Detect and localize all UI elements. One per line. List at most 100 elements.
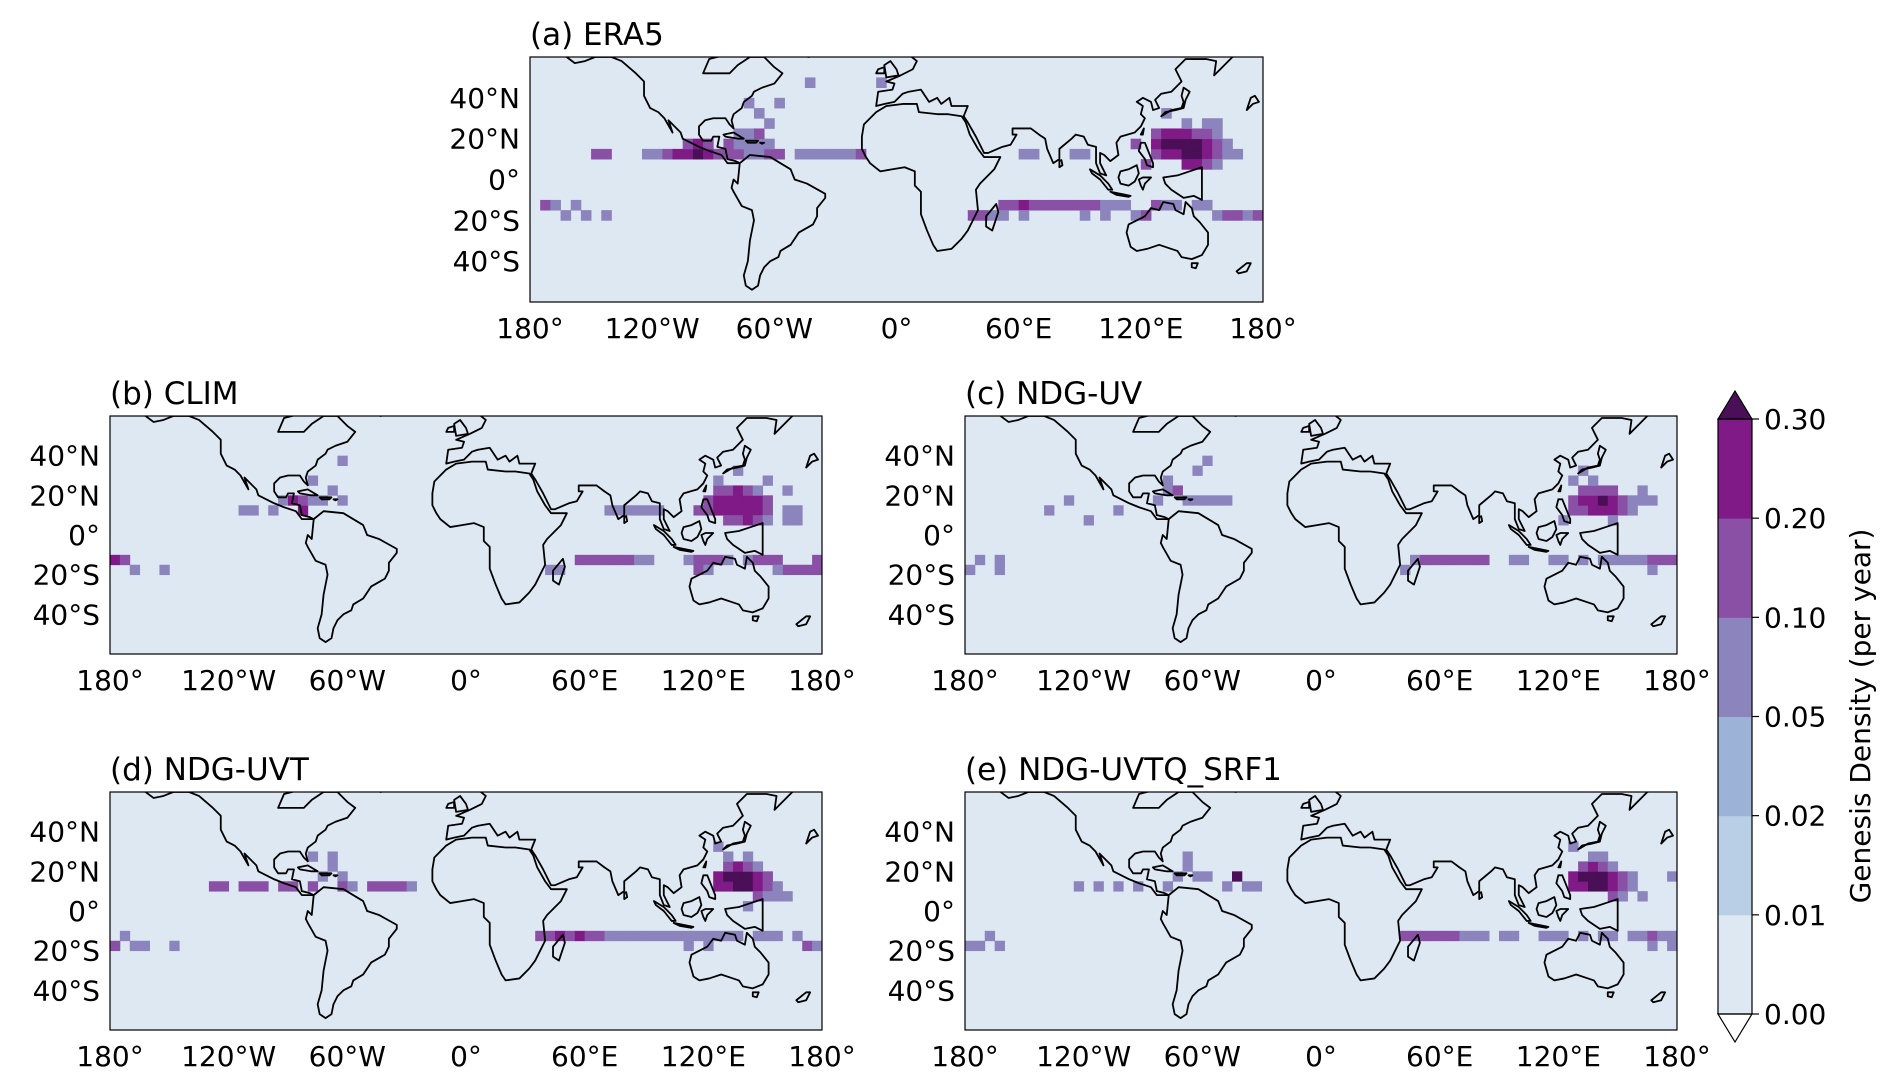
panel-title: (b) CLIM: [110, 376, 239, 412]
genesis-density-cell: [1172, 871, 1183, 882]
colorbar-tick-label: 0.30: [1764, 403, 1826, 436]
map-background: [965, 416, 1677, 654]
genesis-density-cell: [1568, 505, 1579, 516]
genesis-density-cell: [327, 861, 338, 872]
genesis-density-cell: [792, 930, 803, 942]
genesis-density-cell: [1241, 881, 1253, 892]
genesis-density-cell: [742, 851, 754, 862]
genesis-density-cell: [307, 881, 319, 892]
genesis-density-cell: [792, 564, 803, 576]
genesis-density-cell: [1588, 485, 1599, 496]
genesis-density-cell: [713, 930, 724, 942]
genesis-density-cell: [1008, 199, 1020, 211]
genesis-density-cell: [1192, 495, 1203, 506]
genesis-density-cell: [1171, 148, 1182, 160]
lat-tick-label: 20°N: [29, 479, 100, 512]
genesis-density-cell: [733, 881, 744, 892]
genesis-density-cell: [774, 148, 785, 160]
genesis-density-cell: [307, 475, 319, 486]
colorbar: 0.00 0.01 0.02 0.05 0.10 0.20 0.30 Genesis Den…: [1716, 389, 1877, 1044]
genesis-density-cell: [1212, 138, 1223, 150]
genesis-density-cell: [1181, 138, 1193, 150]
colorbar-tick-label: 0.02: [1764, 800, 1826, 833]
genesis-density-cell: [752, 495, 764, 506]
genesis-density-cell: [672, 148, 684, 160]
genesis-density-cell: [772, 891, 783, 902]
colorbar-segment: [1718, 914, 1752, 1015]
genesis-density-cell: [1459, 930, 1470, 942]
lat-tick-label: 40°N: [29, 440, 100, 473]
genesis-density-cell: [396, 881, 408, 892]
genesis-density-cell: [713, 495, 724, 506]
genesis-density-cell: [1151, 138, 1162, 150]
genesis-density-cell: [1151, 199, 1162, 211]
genesis-density-cell: [723, 861, 734, 872]
genesis-density-cell: [601, 148, 612, 160]
genesis-density-cell: [1222, 210, 1233, 221]
lon-tick-label: 0°: [450, 664, 482, 697]
genesis-density-cell: [1627, 495, 1638, 506]
genesis-density-cell: [1410, 930, 1421, 942]
genesis-density-cell: [742, 515, 754, 526]
lon-tick-label: 60°W: [1164, 664, 1241, 697]
genesis-density-cell: [1232, 148, 1244, 160]
lat-tick-label: 40°S: [33, 598, 100, 631]
lon-tick-label: 120°W: [1036, 1040, 1131, 1073]
genesis-density-cell: [743, 148, 755, 160]
genesis-density-cell: [1083, 515, 1094, 526]
genesis-density-cell: [1597, 930, 1609, 942]
genesis-density-cell: [218, 881, 230, 892]
genesis-density-cell: [1607, 930, 1619, 942]
genesis-density-cell: [1597, 505, 1609, 516]
genesis-density-cell: [119, 930, 131, 942]
lon-tick-label: 180°: [1229, 312, 1296, 345]
genesis-density-cell: [1028, 148, 1040, 160]
genesis-density-cell: [1627, 930, 1638, 942]
genesis-density-cell: [1202, 455, 1213, 466]
map-panel-e: (e) NDG-UVTQ_SRF1 40°N 20°N 0° 20°S 40°S 180° 1…: [884, 752, 1710, 1073]
lon-tick-label: 180°: [931, 664, 998, 697]
genesis-density-cell: [580, 210, 592, 221]
genesis-density-cell: [1049, 199, 1060, 211]
genesis-density-cell: [584, 930, 595, 942]
genesis-density-cell: [1597, 871, 1609, 882]
lat-tick-label: 40°S: [453, 245, 520, 278]
genesis-density-cell: [743, 128, 755, 140]
map-panel-d: (d) NDG-UVT 40°N 20°N 0° 20°S 40°S 180° 120°W 60…: [29, 752, 855, 1073]
lat-tick-label: 40°N: [884, 816, 955, 849]
genesis-density-cell: [634, 505, 645, 516]
genesis-density-cell: [1182, 851, 1193, 862]
genesis-density-cell: [782, 505, 793, 516]
colorbar-tick-label: 0.20: [1764, 502, 1826, 535]
genesis-density-cell: [845, 148, 857, 160]
genesis-density-cell: [974, 554, 986, 566]
lat-tick-label: 40°S: [888, 974, 955, 1007]
genesis-density-cell: [723, 515, 734, 526]
genesis-density-cell: [713, 475, 724, 486]
lat-tick-label: 20°S: [888, 559, 955, 592]
genesis-density-cell: [1439, 930, 1450, 942]
genesis-density-cell: [1588, 505, 1599, 516]
genesis-density-cell: [278, 881, 289, 892]
genesis-density-cell: [604, 554, 615, 566]
lat-tick-label: 20°S: [453, 204, 520, 237]
genesis-density-cell: [258, 881, 269, 892]
genesis-density-cell: [1607, 891, 1619, 902]
genesis-density-cell: [1222, 148, 1233, 160]
genesis-density-cell: [764, 118, 775, 129]
genesis-density-cell: [682, 148, 694, 160]
genesis-density-cell: [762, 930, 773, 942]
genesis-density-cell: [1508, 554, 1520, 566]
genesis-density-cell: [1588, 495, 1599, 506]
genesis-density-cell: [855, 148, 867, 160]
genesis-density-cell: [723, 930, 734, 942]
panel-title: (a) ERA5: [530, 17, 664, 53]
genesis-density-cell: [614, 505, 625, 516]
genesis-density-cell: [1647, 940, 1658, 952]
genesis-density-cell: [119, 554, 131, 566]
genesis-density-cell: [792, 505, 803, 516]
genesis-density-cell: [1201, 118, 1213, 129]
genesis-density-cell: [693, 930, 704, 942]
genesis-density-cell: [1222, 138, 1233, 150]
genesis-density-cell: [1182, 495, 1193, 506]
